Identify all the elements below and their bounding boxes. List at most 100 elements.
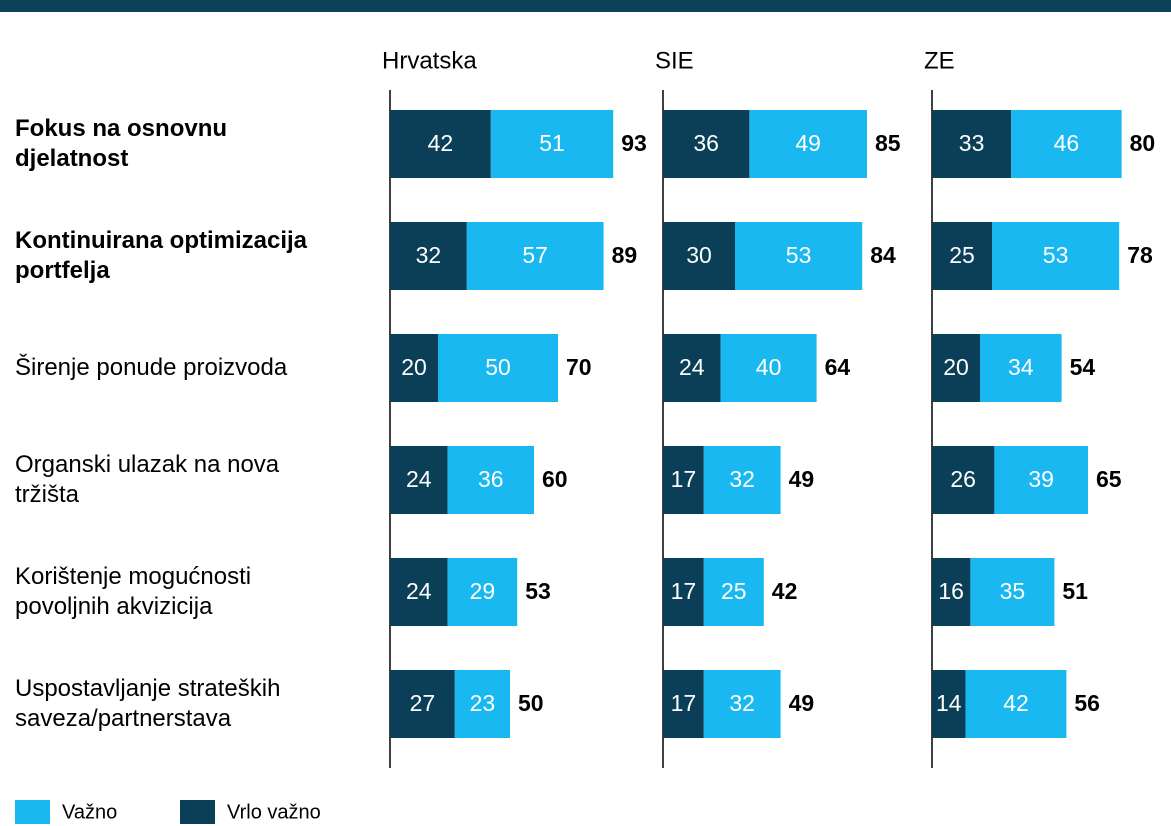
value-label: 17 [671, 690, 697, 716]
total-label: 50 [518, 690, 544, 716]
total-label: 49 [789, 690, 815, 716]
legend-swatch [15, 800, 50, 824]
value-label: 29 [470, 578, 496, 604]
value-label: 26 [950, 466, 976, 492]
bar-segment [390, 110, 491, 178]
value-label: 39 [1028, 466, 1054, 492]
bar-segment [980, 334, 1062, 402]
total-label: 70 [566, 354, 592, 380]
bar-segment [663, 222, 735, 290]
value-label: 27 [410, 690, 436, 716]
total-label: 78 [1127, 242, 1153, 268]
bar-segment [749, 110, 867, 178]
bar-segment [1011, 110, 1122, 178]
panel-title: Hrvatska [382, 47, 477, 74]
value-label: 20 [401, 354, 427, 380]
value-label: 32 [416, 242, 442, 268]
category-label: Korištenje mogućnosti povoljnih akvizici… [15, 563, 252, 620]
value-label: 50 [485, 354, 511, 380]
bar-segment [490, 110, 614, 178]
bar-segment [390, 558, 448, 626]
bar-segment [390, 334, 438, 402]
category-label: Organski ulazak na nova tržišta [15, 451, 280, 508]
value-label: 42 [428, 130, 454, 156]
bar-segment [735, 222, 863, 290]
value-label: 24 [406, 578, 432, 604]
bar-segment [663, 110, 750, 178]
bar-segment [703, 446, 781, 514]
bar-segment [663, 446, 704, 514]
total-label: 54 [1070, 354, 1096, 380]
value-label: 36 [693, 130, 719, 156]
total-label: 93 [621, 130, 647, 156]
total-label: 51 [1062, 578, 1088, 604]
bar-segment [932, 334, 980, 402]
value-label: 57 [522, 242, 548, 268]
value-label: 49 [795, 130, 821, 156]
total-label: 60 [542, 466, 568, 492]
bar-segment [466, 222, 604, 290]
bar-segment [994, 446, 1088, 514]
panel-title: ZE [924, 47, 955, 74]
value-label: 51 [539, 130, 565, 156]
bar-segment [454, 670, 510, 738]
legend-swatch [180, 800, 215, 824]
total-label: 42 [772, 578, 798, 604]
bar-segment [390, 222, 467, 290]
legend-label: Važno [62, 801, 117, 823]
total-label: 85 [875, 130, 901, 156]
legend-label: Vrlo važno [227, 801, 321, 823]
value-label: 25 [721, 578, 747, 604]
panel-title: SIE [655, 47, 694, 74]
value-label: 46 [1054, 130, 1080, 156]
total-label: 56 [1074, 690, 1100, 716]
bar-segment [970, 558, 1055, 626]
bar-segment [447, 558, 518, 626]
bar-segment [663, 670, 704, 738]
category-label: Kontinuirana optimizacija portfelja [15, 227, 308, 284]
total-label: 65 [1096, 466, 1122, 492]
bar-segment [932, 446, 995, 514]
bar-segment [965, 670, 1067, 738]
total-label: 49 [789, 466, 815, 492]
value-label: 23 [470, 690, 496, 716]
value-label: 34 [1008, 354, 1034, 380]
value-label: 33 [959, 130, 985, 156]
category-label: Fokus na osnovnu djelatnost [15, 115, 228, 172]
total-label: 53 [525, 578, 551, 604]
value-label: 17 [671, 466, 697, 492]
bar-segment [663, 558, 704, 626]
category-label: Širenje ponude proizvoda [15, 354, 288, 381]
bar-segment [720, 334, 817, 402]
bar-segment [932, 670, 966, 738]
value-label: 20 [943, 354, 969, 380]
value-label: 24 [406, 466, 432, 492]
bar-segment [932, 110, 1012, 178]
total-label: 84 [870, 242, 896, 268]
value-label: 36 [478, 466, 504, 492]
bar-segment [703, 558, 764, 626]
value-label: 30 [686, 242, 712, 268]
value-label: 40 [756, 354, 782, 380]
value-label: 14 [936, 690, 962, 716]
value-label: 42 [1003, 690, 1029, 716]
top-band [0, 0, 1171, 12]
bar-segment [703, 670, 781, 738]
value-label: 53 [1043, 242, 1069, 268]
bar-segment [932, 558, 971, 626]
bar-segment [992, 222, 1120, 290]
bar-segment [390, 446, 448, 514]
value-label: 53 [786, 242, 812, 268]
value-label: 25 [949, 242, 975, 268]
bar-segment [447, 446, 534, 514]
value-label: 17 [671, 578, 697, 604]
value-label: 32 [729, 690, 755, 716]
bar-segment [663, 334, 721, 402]
value-label: 24 [679, 354, 705, 380]
bar-segment [932, 222, 992, 290]
value-label: 16 [938, 578, 964, 604]
total-label: 64 [825, 354, 851, 380]
value-label: 32 [729, 466, 755, 492]
